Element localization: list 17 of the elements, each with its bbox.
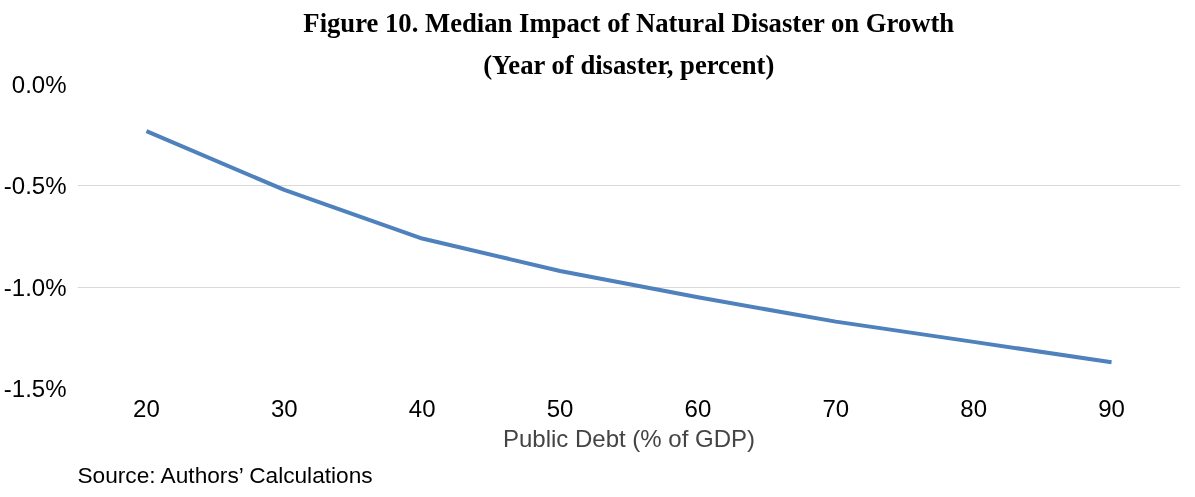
x-tick-label: 90 [1098, 394, 1125, 422]
x-tick-label: 40 [408, 394, 436, 422]
y-tick-label: -0.5% [3, 172, 67, 200]
x-tick-label: 70 [822, 394, 850, 422]
x-tick-label: 80 [960, 394, 988, 422]
x-tick-label: 30 [270, 394, 298, 422]
chart-subtitle: (Year of disaster, percent) [483, 49, 775, 80]
x-axis-title: Public Debt (% of GDP) [502, 424, 756, 452]
x-tick-label: 50 [546, 394, 574, 422]
chart-title: Figure 10. Median Impact of Natural Disaster on Growth [303, 7, 955, 38]
y-tick-label: 0.0% [11, 71, 67, 98]
source-note: Source: Authors’ Calculations [77, 461, 373, 488]
y-tick-label: -1.5% [3, 375, 67, 402]
x-tick-label: 60 [684, 394, 712, 422]
line-series [144, 129, 1114, 365]
x-tick-label: 20 [133, 394, 160, 422]
y-tick-label: -1.0% [3, 273, 67, 301]
